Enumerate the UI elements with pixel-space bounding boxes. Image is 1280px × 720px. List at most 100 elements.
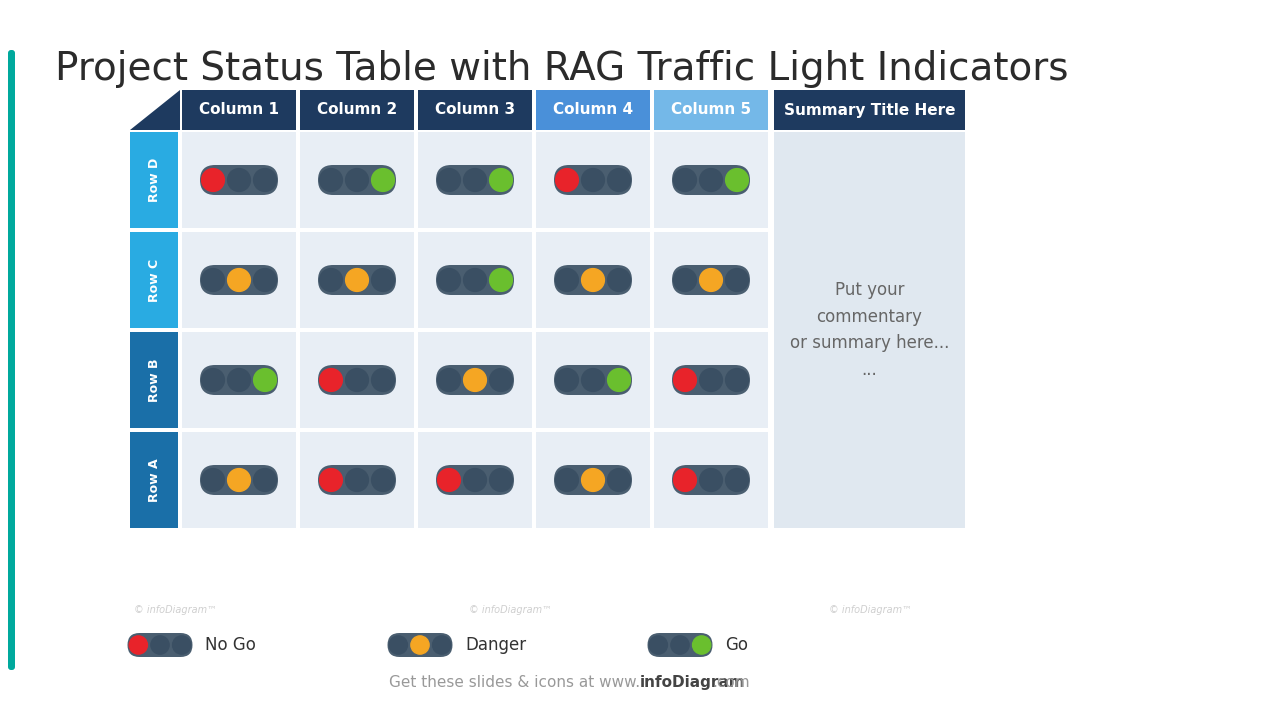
Circle shape — [129, 636, 147, 654]
FancyBboxPatch shape — [200, 365, 278, 395]
FancyBboxPatch shape — [554, 165, 632, 195]
FancyBboxPatch shape — [654, 432, 768, 528]
Circle shape — [202, 269, 224, 292]
Polygon shape — [131, 90, 180, 130]
FancyBboxPatch shape — [554, 465, 632, 495]
Circle shape — [490, 469, 512, 491]
FancyBboxPatch shape — [200, 165, 278, 195]
FancyBboxPatch shape — [182, 332, 296, 428]
Text: © infoDiagram™: © infoDiagram™ — [828, 605, 911, 615]
Circle shape — [346, 469, 369, 491]
Text: Row B: Row B — [148, 359, 161, 402]
Circle shape — [726, 168, 749, 192]
Circle shape — [673, 469, 696, 491]
Text: Column 5: Column 5 — [671, 102, 751, 117]
FancyBboxPatch shape — [182, 432, 296, 528]
Text: Go: Go — [724, 636, 748, 654]
FancyBboxPatch shape — [131, 332, 178, 428]
FancyBboxPatch shape — [182, 232, 296, 328]
Text: Column 1: Column 1 — [198, 102, 279, 117]
Text: .com: .com — [712, 675, 750, 690]
Circle shape — [581, 269, 604, 292]
Circle shape — [556, 269, 579, 292]
FancyBboxPatch shape — [419, 132, 532, 228]
Text: © infoDiagram™: © infoDiagram™ — [468, 605, 552, 615]
FancyBboxPatch shape — [131, 432, 178, 528]
Text: © infoDiagram™: © infoDiagram™ — [133, 605, 216, 615]
FancyBboxPatch shape — [182, 132, 296, 228]
Circle shape — [726, 269, 749, 292]
Circle shape — [438, 168, 461, 192]
Circle shape — [433, 636, 451, 654]
FancyBboxPatch shape — [672, 365, 750, 395]
Text: Put your
commentary
or summary here...
...: Put your commentary or summary here... .… — [790, 282, 950, 379]
Circle shape — [463, 369, 486, 392]
Circle shape — [228, 369, 251, 392]
Circle shape — [320, 269, 343, 292]
Text: Project Status Table with RAG Traffic Light Indicators: Project Status Table with RAG Traffic Li… — [55, 50, 1069, 88]
FancyBboxPatch shape — [317, 165, 396, 195]
Circle shape — [608, 168, 630, 192]
Circle shape — [726, 469, 749, 491]
FancyBboxPatch shape — [419, 332, 532, 428]
Circle shape — [700, 168, 722, 192]
Circle shape — [671, 636, 689, 654]
FancyBboxPatch shape — [774, 90, 965, 130]
Text: Column 2: Column 2 — [317, 102, 397, 117]
Circle shape — [463, 269, 486, 292]
Circle shape — [673, 269, 696, 292]
Circle shape — [700, 469, 722, 491]
Circle shape — [228, 469, 251, 491]
Circle shape — [700, 269, 722, 292]
Circle shape — [202, 369, 224, 392]
Circle shape — [346, 269, 369, 292]
FancyBboxPatch shape — [317, 465, 396, 495]
Circle shape — [608, 469, 630, 491]
FancyBboxPatch shape — [536, 232, 650, 328]
Circle shape — [173, 636, 191, 654]
FancyBboxPatch shape — [200, 265, 278, 295]
FancyBboxPatch shape — [388, 633, 453, 657]
Circle shape — [320, 469, 343, 491]
Circle shape — [438, 269, 461, 292]
Circle shape — [253, 168, 276, 192]
FancyBboxPatch shape — [672, 165, 750, 195]
FancyBboxPatch shape — [536, 132, 650, 228]
Circle shape — [692, 636, 710, 654]
FancyBboxPatch shape — [182, 90, 296, 130]
Circle shape — [371, 269, 394, 292]
Circle shape — [673, 369, 696, 392]
Circle shape — [346, 168, 369, 192]
FancyBboxPatch shape — [436, 265, 515, 295]
FancyBboxPatch shape — [536, 332, 650, 428]
Text: No Go: No Go — [205, 636, 256, 654]
Text: Row D: Row D — [148, 158, 161, 202]
FancyBboxPatch shape — [8, 50, 15, 670]
Circle shape — [463, 168, 486, 192]
Circle shape — [320, 168, 343, 192]
FancyBboxPatch shape — [419, 90, 532, 130]
Circle shape — [346, 369, 369, 392]
FancyBboxPatch shape — [536, 432, 650, 528]
FancyBboxPatch shape — [317, 365, 396, 395]
Text: Row A: Row A — [148, 458, 161, 502]
FancyBboxPatch shape — [300, 132, 413, 228]
FancyBboxPatch shape — [436, 365, 515, 395]
FancyBboxPatch shape — [774, 132, 965, 528]
FancyBboxPatch shape — [536, 90, 650, 130]
Circle shape — [581, 469, 604, 491]
Text: Column 4: Column 4 — [553, 102, 634, 117]
FancyBboxPatch shape — [654, 332, 768, 428]
Text: Danger: Danger — [465, 636, 526, 654]
FancyBboxPatch shape — [648, 633, 713, 657]
Circle shape — [371, 369, 394, 392]
Circle shape — [438, 469, 461, 491]
Text: Get these slides & icons at www.: Get these slides & icons at www. — [389, 675, 640, 690]
Circle shape — [253, 469, 276, 491]
FancyBboxPatch shape — [654, 90, 768, 130]
FancyBboxPatch shape — [300, 332, 413, 428]
FancyBboxPatch shape — [436, 165, 515, 195]
FancyBboxPatch shape — [654, 132, 768, 228]
Circle shape — [202, 469, 224, 491]
Circle shape — [581, 168, 604, 192]
